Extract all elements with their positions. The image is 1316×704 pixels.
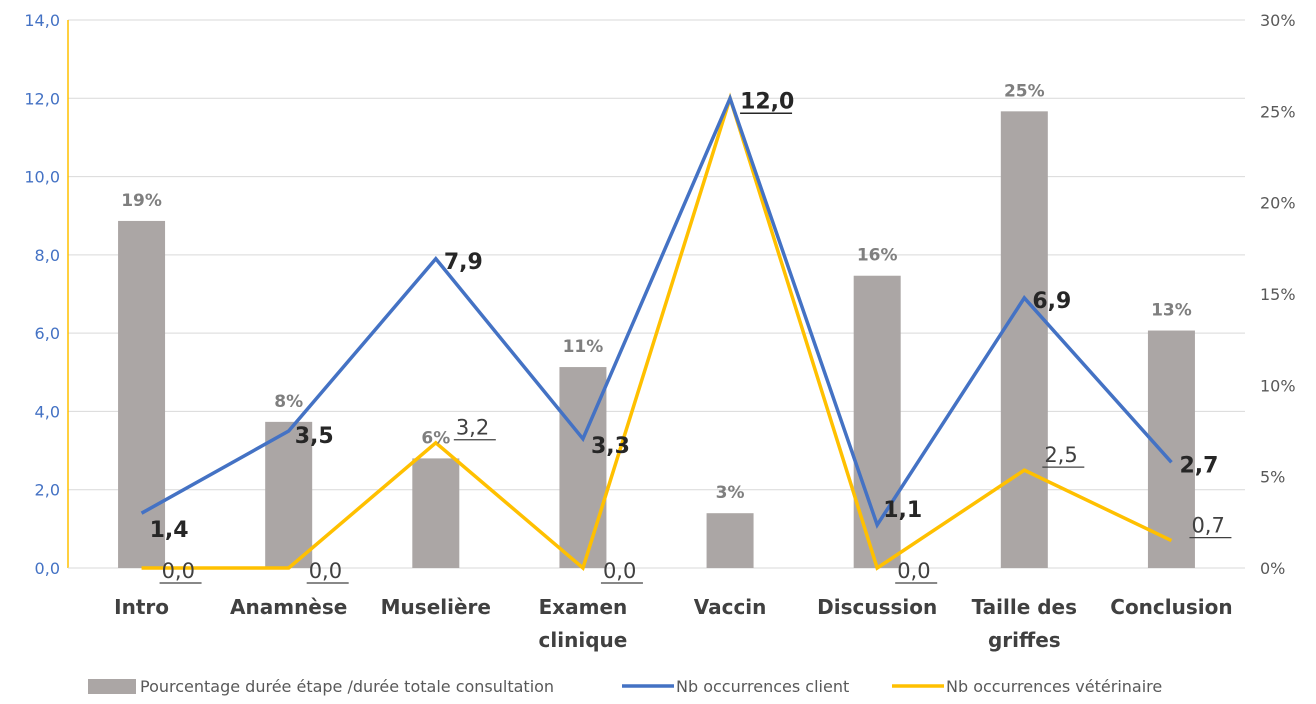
bar [265, 421, 313, 568]
client-data-label: 1,4 [150, 518, 189, 543]
left-tick-label: 4,0 [35, 402, 60, 421]
bar [1000, 111, 1048, 568]
vet-data-label: 0,0 [309, 559, 342, 583]
left-axis-ticks: 0,0 2,0 4,0 6,0 8,0 10,0 12,0 14,0 [24, 11, 60, 578]
category-label: Intro [114, 595, 169, 619]
right-tick-label: 0% [1260, 559, 1285, 578]
series-line [140, 93, 1173, 529]
bar [118, 220, 166, 568]
bar-series [118, 111, 1195, 568]
category-label: Examen [539, 595, 628, 619]
legend: Pourcentage durée étape /durée totale co… [88, 677, 1162, 696]
bar-data-label: 25% [1004, 81, 1045, 101]
client-data-label: 12,0 [740, 89, 794, 114]
client-data-label: 1,1 [883, 498, 922, 523]
left-tick-label: 8,0 [35, 246, 60, 265]
legend-label: Nb occurrences vétérinaire [946, 677, 1162, 696]
left-tick-label: 10,0 [24, 168, 60, 187]
left-tick-label: 0,0 [35, 559, 60, 578]
series-line [141, 92, 1173, 572]
right-tick-label: 10% [1260, 376, 1296, 395]
vet-data-label: 2,5 [1044, 443, 1077, 467]
gridlines [68, 19, 1245, 491]
right-tick-label: 5% [1260, 468, 1285, 487]
left-tick-label: 6,0 [35, 324, 60, 343]
line-series [140, 92, 1173, 572]
vet-data-label: 0,0 [162, 559, 195, 583]
bar [412, 458, 460, 568]
vet-data-label: 0,0 [897, 559, 930, 583]
vet-data-label: 0,7 [1191, 514, 1224, 538]
bar-data-label: 11% [563, 337, 604, 357]
right-tick-label: 15% [1260, 285, 1296, 304]
bar-data-label: 6% [421, 428, 450, 448]
right-axis-ticks: 0% 5% 10% 15% 20% 25% 30% [1260, 11, 1296, 578]
right-tick-label: 20% [1260, 194, 1296, 213]
category-label: Conclusion [1110, 595, 1232, 619]
vet-data-label: 0,0 [603, 559, 636, 583]
category-label: Vaccin [694, 595, 767, 619]
right-tick-label: 25% [1260, 102, 1296, 121]
bar [1147, 330, 1195, 568]
category-label: Muselière [381, 595, 491, 619]
category-label: Anamnèse [230, 595, 347, 619]
bar-data-label: 3% [716, 483, 745, 503]
right-tick-label: 30% [1260, 11, 1296, 30]
client-data-label: 2,7 [1179, 453, 1218, 478]
left-tick-label: 14,0 [24, 11, 60, 30]
bar-data-label: 19% [121, 191, 162, 211]
client-data-label: 3,3 [591, 434, 630, 459]
category-label: Taille des [972, 595, 1077, 619]
bar [706, 513, 754, 568]
category-label: clinique [539, 628, 628, 652]
bar-data-label: 8% [274, 392, 303, 412]
vet-data-label: 3,2 [456, 416, 489, 440]
data-labels: 19% 8% 6% 11% 3% 16% 25% 13% 1,4 3,5 7,9 3,3 12,0 1,1… [121, 81, 1232, 584]
left-tick-label: 2,0 [35, 481, 60, 500]
legend-swatch [88, 679, 136, 694]
category-label: Discussion [817, 595, 937, 619]
client-data-label: 3,5 [295, 424, 334, 449]
client-data-label: 6,9 [1032, 289, 1071, 314]
category-label: griffes [988, 628, 1061, 652]
left-tick-label: 12,0 [24, 89, 60, 108]
bar-data-label: 16% [857, 246, 898, 266]
category-labels: Intro Anamnèse Muselière Examen clinique Vacc… [114, 595, 1232, 652]
bar-data-label: 13% [1151, 301, 1192, 321]
client-data-label: 7,9 [444, 250, 483, 275]
legend-label: Pourcentage durée étape /durée totale co… [140, 677, 554, 696]
legend-label: Nb occurrences client [676, 677, 849, 696]
